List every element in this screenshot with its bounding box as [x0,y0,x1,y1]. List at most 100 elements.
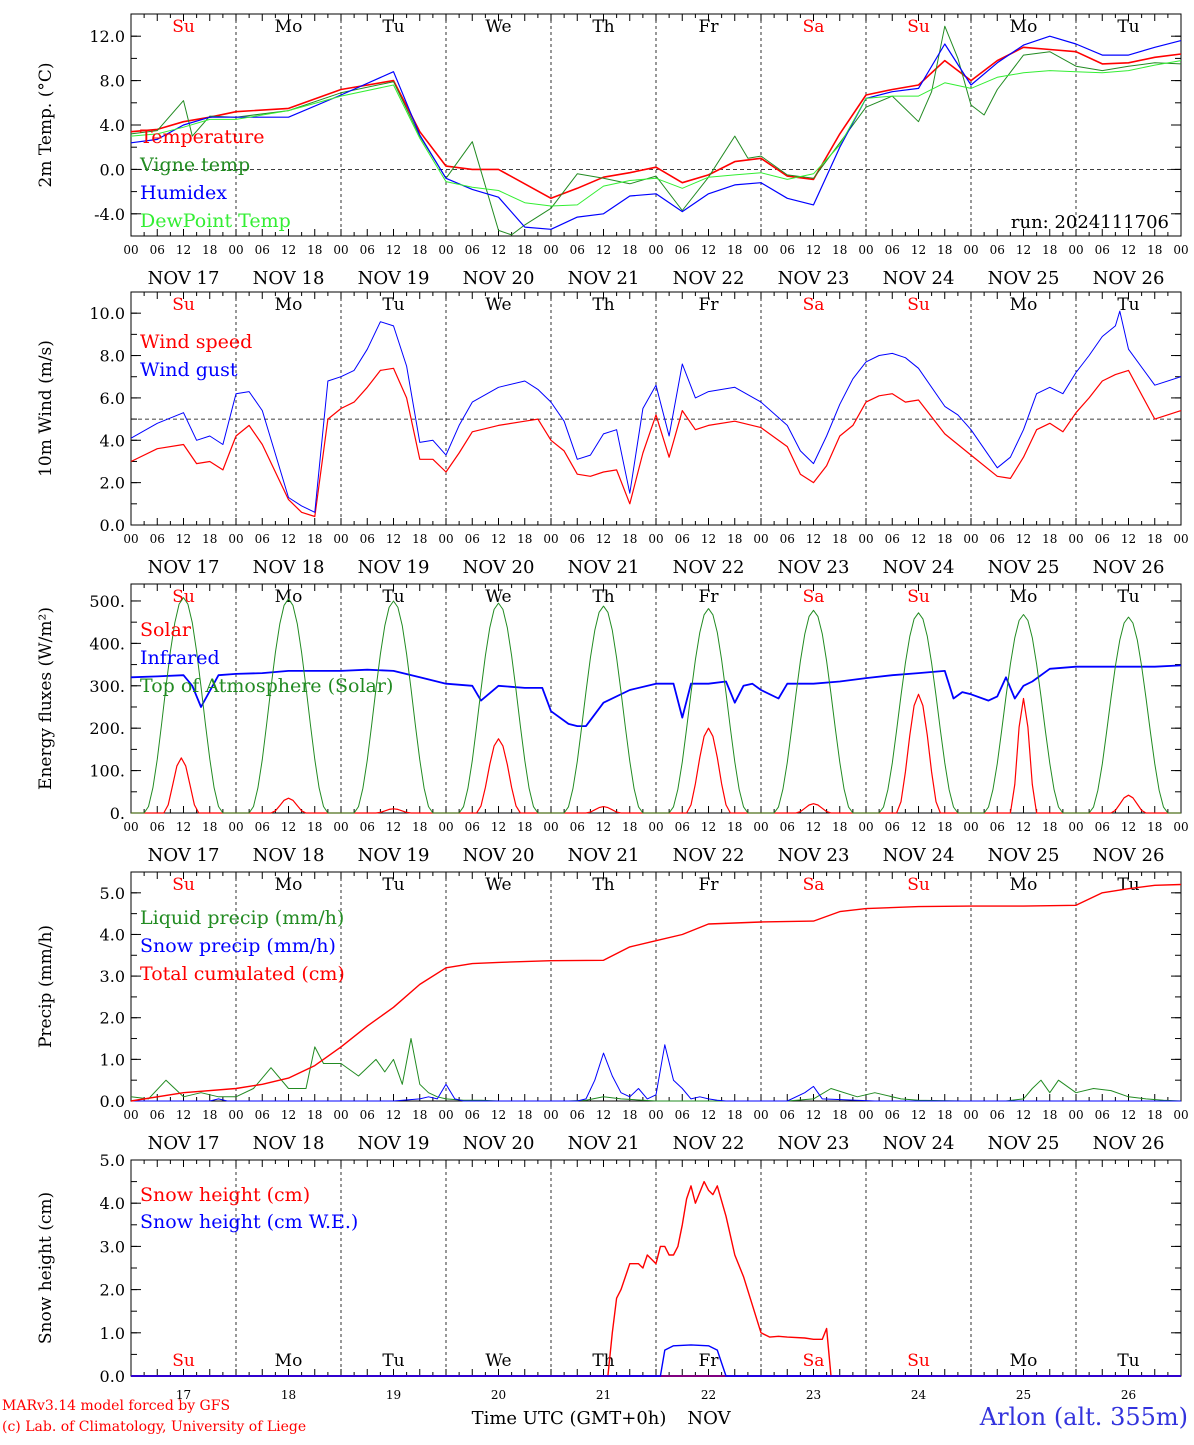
hour-tick-label: 06 [885,243,900,257]
hour-tick-label: 18 [517,1108,532,1122]
day-label: NOV 17 [148,268,220,289]
legend-entry: DewPoint Temp [140,210,291,232]
day-number-label: 20 [491,1388,506,1402]
day-label: NOV 20 [463,845,535,866]
hour-tick-label: 06 [150,820,165,834]
legend-entry: Infrared [140,647,220,669]
hour-tick-label: 00 [858,820,873,834]
y-tick-label: 0.0 [100,1092,125,1111]
day-label: NOV 25 [988,845,1060,866]
hour-tick-label: 12 [701,532,716,546]
weekday-label: Tu [1117,1351,1139,1371]
day-number-label: 22 [701,1388,716,1402]
hour-tick-label: 12 [701,820,716,834]
hour-tick-label: 00 [1173,243,1188,257]
hour-tick-label: 12 [491,1108,506,1122]
hour-tick-label: 00 [753,820,768,834]
hour-tick-label: 18 [202,243,217,257]
y-axis-label: Precip (mm/h) [36,925,56,1048]
y-tick-label: 0.0 [100,516,125,535]
weekday-label: We [485,875,511,895]
hour-tick-label: 06 [570,820,585,834]
hour-tick-label: 18 [1042,243,1057,257]
hour-tick-label: 18 [1042,820,1057,834]
hour-tick-label: 06 [570,243,585,257]
day-label: NOV 18 [253,845,325,866]
day-label: NOV 24 [883,557,955,578]
day-label: NOV 17 [148,1133,220,1154]
hour-tick-label: 12 [911,532,926,546]
hour-tick-label: 18 [622,820,637,834]
hour-tick-label: 00 [1173,820,1188,834]
hour-tick-label: 06 [360,1108,375,1122]
day-number-label: 24 [911,1388,927,1402]
day-label: NOV 25 [988,268,1060,289]
legend-entry: Wind speed [140,331,252,353]
hour-tick-label: 12 [596,820,611,834]
hour-tick-label: 18 [727,820,742,834]
weekday-label: Th [592,295,614,315]
hour-tick-label: 18 [727,1108,742,1122]
day-label: NOV 22 [673,268,745,289]
weekday-label: Fr [699,17,720,37]
hour-tick-label: 12 [281,1108,296,1122]
hour-tick-label: 18 [1147,1108,1162,1122]
hour-tick-label: 00 [123,820,138,834]
hour-tick-label: 00 [963,1108,978,1122]
hour-tick-label: 06 [990,820,1005,834]
series-line [130,367,1182,518]
hour-tick-label: 12 [491,532,506,546]
legend-entry: Snow height (cm) [140,1184,310,1206]
y-tick-label: 1.0 [100,1050,125,1069]
legend-entry: Solar [140,619,192,641]
day-number-label: 19 [386,1388,401,1402]
day-label: NOV 24 [883,845,955,866]
hour-tick-label: 06 [675,820,690,834]
day-label: NOV 23 [778,845,850,866]
series-line [131,1044,1181,1102]
weekday-label: We [485,295,511,315]
series-line [130,310,1182,513]
y-tick-label: 10.0 [89,304,125,323]
panel-temperature: -4.0 0.0 4.0 8.0 12.0 2m Temp. (°C) Su Mo Tu We Th… [36,13,1189,289]
hour-tick-label: 18 [622,243,637,257]
hour-tick-label: 00 [858,1108,873,1122]
weekday-label: Mo [1010,587,1038,607]
day-label: NOV 21 [568,268,640,289]
hour-tick-label: 06 [255,532,270,546]
hour-tick-label: 00 [333,532,348,546]
weekday-label: Mo [1010,295,1038,315]
y-axis-label: Snow height (cm) [36,1192,56,1344]
hour-tick-label: 06 [1095,820,1110,834]
hour-tick-label: 06 [675,532,690,546]
hour-tick-label: 12 [386,532,401,546]
legend-entry: Vigne temp [139,154,250,176]
hour-tick-label: 18 [202,820,217,834]
hour-tick-label: 12 [491,820,506,834]
hour-tick-label: 12 [1016,243,1031,257]
series-line [130,664,1182,727]
hour-tick-label: 18 [937,532,952,546]
weekday-label: Sa [803,875,825,895]
run-annotation: run: 2024111706 [1011,212,1169,233]
day-label: NOV 21 [568,1133,640,1154]
y-tick-label: -4.0 [94,205,125,224]
hour-tick-label: 12 [596,243,611,257]
legend-entry: Total cumulated (cm) [140,963,345,985]
hour-tick-label: 00 [543,1108,558,1122]
hour-tick-label: 06 [150,1108,165,1122]
y-tick-label: 200. [89,719,125,738]
hour-tick-label: 18 [1147,820,1162,834]
hour-tick-label: 12 [491,243,506,257]
y-axis-label: 10m Wind (m/s) [36,340,56,477]
hour-tick-label: 06 [465,820,480,834]
hour-tick-label: 06 [360,820,375,834]
hour-tick-label: 18 [412,820,427,834]
hour-tick-label: 12 [176,820,191,834]
day-number-label: 21 [596,1388,611,1402]
hour-tick-label: 18 [1147,243,1162,257]
weekday-label: Mo [275,1351,303,1371]
hour-tick-label: 18 [1042,1108,1057,1122]
day-number-label: 23 [806,1388,821,1402]
